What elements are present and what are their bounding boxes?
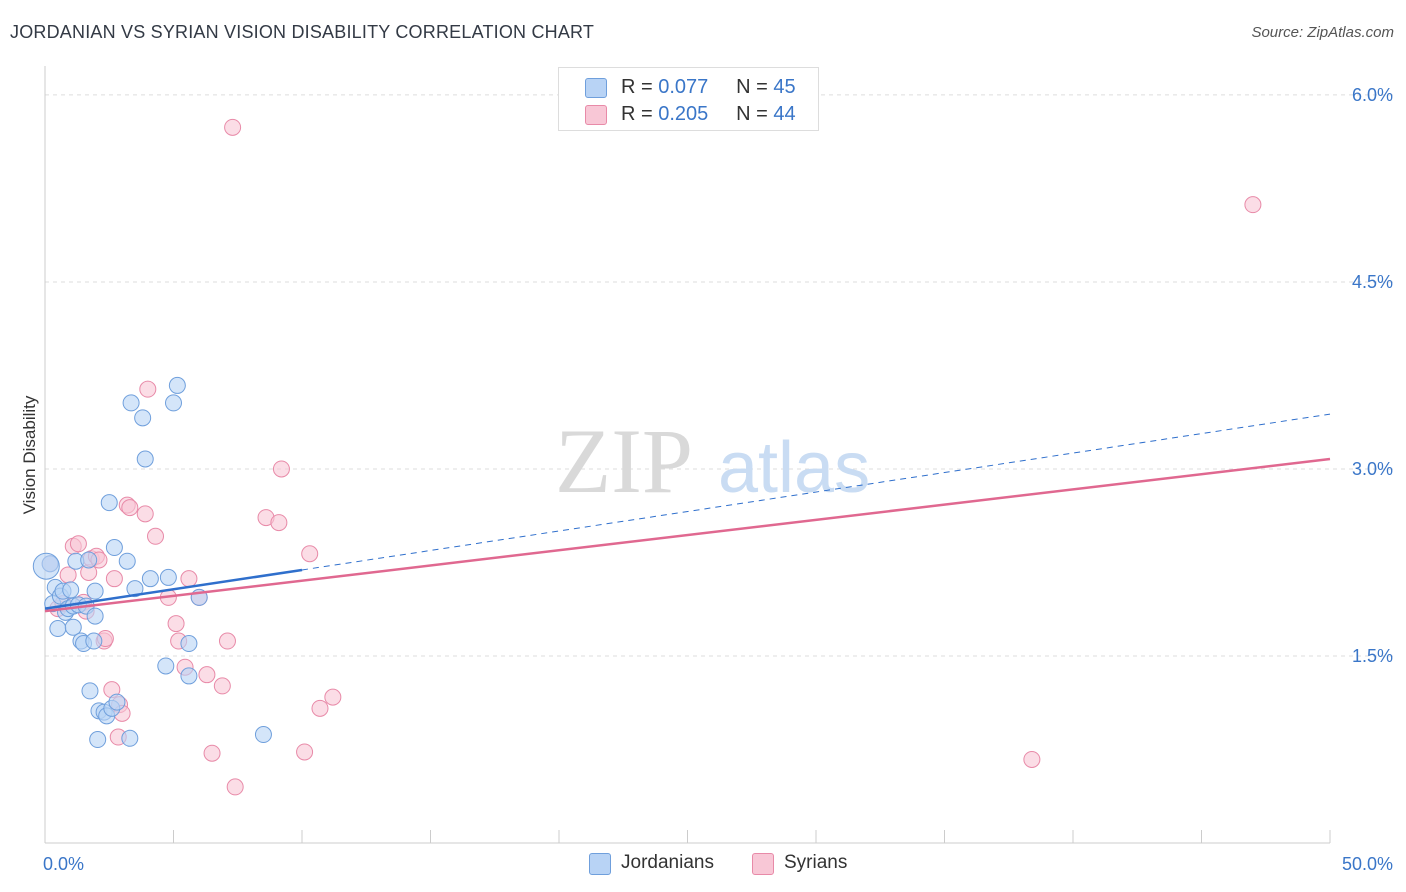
jordanian-point xyxy=(80,551,98,569)
grid-lines xyxy=(45,94,1395,657)
correlation-legend: R = 0.077 N = 45 R = 0.205 N = 44 xyxy=(558,67,819,131)
r-value: 0.205 xyxy=(658,102,709,125)
syrian-point xyxy=(213,677,231,695)
trend-lines xyxy=(44,413,1331,613)
y-tick-label: 1.5% xyxy=(1352,646,1393,666)
syrian-point xyxy=(324,688,342,706)
syrian-point xyxy=(218,632,236,650)
tick-labels: 1.5% 3.0% 4.5% 6.0% 0.0% 50.0% xyxy=(43,85,1393,874)
jordanian-point xyxy=(86,607,104,625)
n-label: N = xyxy=(736,75,768,98)
y-tick-label: 3.0% xyxy=(1352,459,1393,479)
r-label: R = xyxy=(621,102,653,125)
legend-label: Syrians xyxy=(784,852,848,873)
n-value: 45 xyxy=(773,75,796,98)
jordanian-point xyxy=(118,552,136,570)
syrian-point xyxy=(203,744,221,762)
watermark-zip: ZIP xyxy=(555,410,693,512)
jordanian-point xyxy=(168,376,186,394)
jordanian-point xyxy=(108,693,126,711)
syrian-point xyxy=(69,535,87,553)
jordanian-point xyxy=(89,731,107,749)
syrian-point xyxy=(226,778,244,796)
jordanian-point xyxy=(85,632,103,650)
jordanians-trend-extension xyxy=(301,413,1331,571)
jordanian-point xyxy=(159,568,177,586)
watermark-atlas: atlas xyxy=(718,428,870,508)
syrians-trend-line xyxy=(44,457,1331,613)
jordanians-trend-line xyxy=(44,568,303,610)
r-label: R = xyxy=(621,75,653,98)
jordanian-point xyxy=(136,450,154,468)
syrian-point xyxy=(139,380,157,398)
jordanian-point xyxy=(81,682,99,700)
x-tick-label: 50.0% xyxy=(1342,854,1393,874)
x-tick-label: 0.0% xyxy=(43,854,84,874)
syrian-point xyxy=(180,570,198,588)
syrian-point xyxy=(105,570,123,588)
y-tick-label: 6.0% xyxy=(1352,85,1393,105)
syrian-point xyxy=(121,499,139,517)
jordanian-point xyxy=(32,552,60,580)
source-credit: Source: ZipAtlas.com xyxy=(1251,24,1394,41)
syrian-point xyxy=(272,460,290,478)
syrian-point xyxy=(1023,750,1041,768)
jordanian-point xyxy=(122,394,140,412)
syrian-point xyxy=(198,666,216,684)
jordanian-point xyxy=(157,657,175,675)
jordanian-point xyxy=(121,729,139,747)
syrian-point xyxy=(311,699,329,717)
syrian-point xyxy=(1244,196,1262,214)
jordanian-point xyxy=(165,394,182,412)
jordanian-point xyxy=(86,582,104,600)
chart-title: JORDANIAN VS SYRIAN VISION DISABILITY CO… xyxy=(10,22,595,42)
legend-label: Jordanians xyxy=(621,852,714,873)
jordanian-point xyxy=(105,539,123,557)
syrian-point xyxy=(147,527,165,545)
jordanians-swatch xyxy=(589,853,611,875)
jordanian-point xyxy=(62,581,80,599)
watermark: ZIP atlas xyxy=(555,410,870,512)
syrian-point xyxy=(301,545,319,563)
jordanian-point xyxy=(49,620,67,638)
jordanian-point xyxy=(134,409,152,427)
jordanians-points xyxy=(32,376,272,749)
jordanians-swatch xyxy=(585,78,607,98)
jordanian-point xyxy=(100,494,118,512)
syrian-point xyxy=(136,505,154,523)
syrian-point xyxy=(224,118,242,136)
jordanian-point xyxy=(64,618,82,636)
syrian-point xyxy=(167,615,185,633)
syrians-swatch xyxy=(752,853,774,875)
syrians-swatch xyxy=(585,105,607,125)
axes xyxy=(44,66,1331,844)
syrian-point xyxy=(270,514,288,532)
n-value: 44 xyxy=(773,102,796,125)
jordanian-point xyxy=(180,635,198,653)
jordanian-point xyxy=(126,580,144,598)
jordanian-point xyxy=(254,726,272,744)
jordanian-point xyxy=(141,570,159,588)
syrian-point xyxy=(296,743,314,761)
y-tick-label: 4.5% xyxy=(1352,272,1393,292)
jordanian-point xyxy=(180,667,198,685)
r-value: 0.077 xyxy=(658,75,709,98)
n-label: N = xyxy=(736,102,768,125)
